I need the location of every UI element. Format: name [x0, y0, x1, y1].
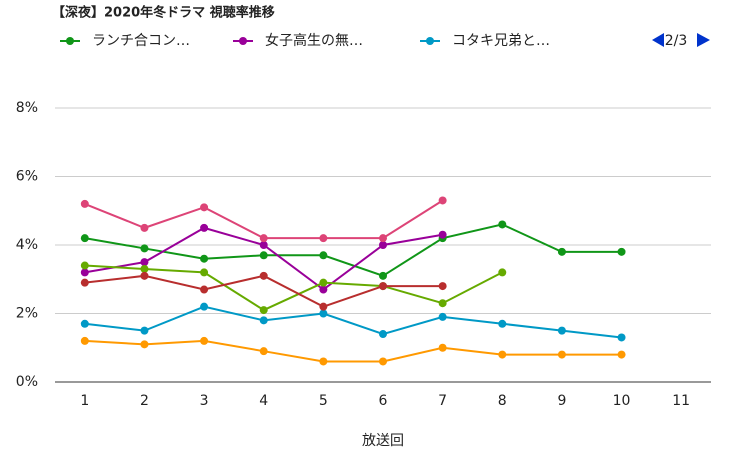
data-point [438, 282, 447, 291]
data-point [319, 302, 328, 311]
data-point [379, 357, 387, 366]
series-line [84, 199, 444, 240]
data-point [200, 223, 209, 232]
legend-marker [426, 37, 434, 45]
series-line [84, 305, 622, 339]
legend-marker [66, 37, 74, 45]
x-tick-label: 9 [557, 393, 566, 409]
data-point [617, 350, 626, 359]
x-tick-label: 5 [319, 393, 328, 409]
data-point [557, 247, 566, 256]
data-point [140, 258, 149, 267]
data-point [319, 251, 328, 260]
y-tick-label: 0% [16, 374, 38, 390]
series-line [84, 274, 443, 308]
data-point [200, 203, 209, 212]
data-point [200, 268, 209, 277]
data-point [80, 234, 89, 243]
data-point [259, 241, 268, 249]
data-point [498, 319, 507, 328]
data-point [80, 319, 89, 328]
legend-label: 女子高生の無… [265, 32, 363, 49]
x-axis-label: 放送回 [362, 433, 404, 449]
data-point [379, 330, 387, 339]
data-point [557, 326, 566, 335]
series-line [84, 264, 503, 312]
data-point [319, 278, 328, 287]
data-point [80, 268, 89, 277]
data-point [319, 357, 328, 366]
data-point [379, 241, 387, 249]
legend-next[interactable] [697, 33, 710, 47]
legend-marker [239, 37, 247, 45]
y-tick-label: 6% [16, 169, 38, 185]
legend-label: ランチ合コン… [92, 33, 190, 49]
data-point [140, 244, 149, 253]
y-tick-label: 4% [16, 237, 38, 253]
data-point [438, 312, 447, 321]
data-point [80, 261, 89, 270]
data-point [379, 271, 387, 280]
data-point [617, 247, 626, 256]
data-point [319, 234, 328, 243]
legend-page: 2/3 [665, 33, 688, 49]
data-point [438, 230, 447, 239]
x-tick-label: 1 [80, 393, 89, 409]
data-point [259, 347, 268, 356]
data-point [259, 271, 268, 280]
x-tick-label: 2 [140, 393, 149, 409]
data-point [80, 336, 89, 345]
data-point [379, 234, 387, 243]
data-point [140, 326, 149, 335]
x-tick-label: 4 [259, 393, 268, 409]
data-point [200, 302, 209, 311]
legend-label: コタキ兄弟と… [452, 33, 550, 49]
data-point [557, 350, 566, 359]
y-tick-label: 8% [16, 100, 38, 116]
data-point [200, 254, 209, 263]
data-point [319, 309, 328, 318]
data-point [498, 220, 507, 229]
y-tick-label: 2% [16, 306, 38, 322]
data-point [259, 251, 268, 260]
data-point [498, 268, 507, 277]
series-line [84, 339, 622, 363]
data-point [80, 199, 89, 208]
x-tick-label: 10 [613, 393, 631, 409]
data-point [140, 223, 149, 232]
data-point [259, 306, 268, 315]
data-point [438, 299, 447, 308]
chart-title: 【深夜】2020年冬ドラマ 視聴率推移 [52, 5, 275, 21]
data-point [319, 285, 328, 294]
data-point [259, 316, 268, 325]
data-point [259, 234, 268, 243]
data-point [80, 278, 89, 287]
x-tick-label: 3 [200, 393, 209, 409]
x-tick-label: 8 [498, 393, 507, 409]
x-tick-label: 6 [379, 393, 388, 409]
data-point [140, 340, 149, 349]
data-point [200, 285, 209, 294]
data-point [498, 350, 507, 359]
data-point [438, 196, 447, 205]
legend-prev[interactable] [652, 33, 664, 47]
data-point [438, 343, 447, 352]
data-point [379, 282, 387, 291]
data-point [140, 271, 149, 280]
data-point [617, 333, 626, 342]
data-point [140, 264, 149, 273]
series-line [84, 223, 622, 277]
data-point [200, 336, 209, 345]
x-tick-label: 11 [672, 393, 690, 409]
x-tick-label: 7 [438, 393, 447, 409]
